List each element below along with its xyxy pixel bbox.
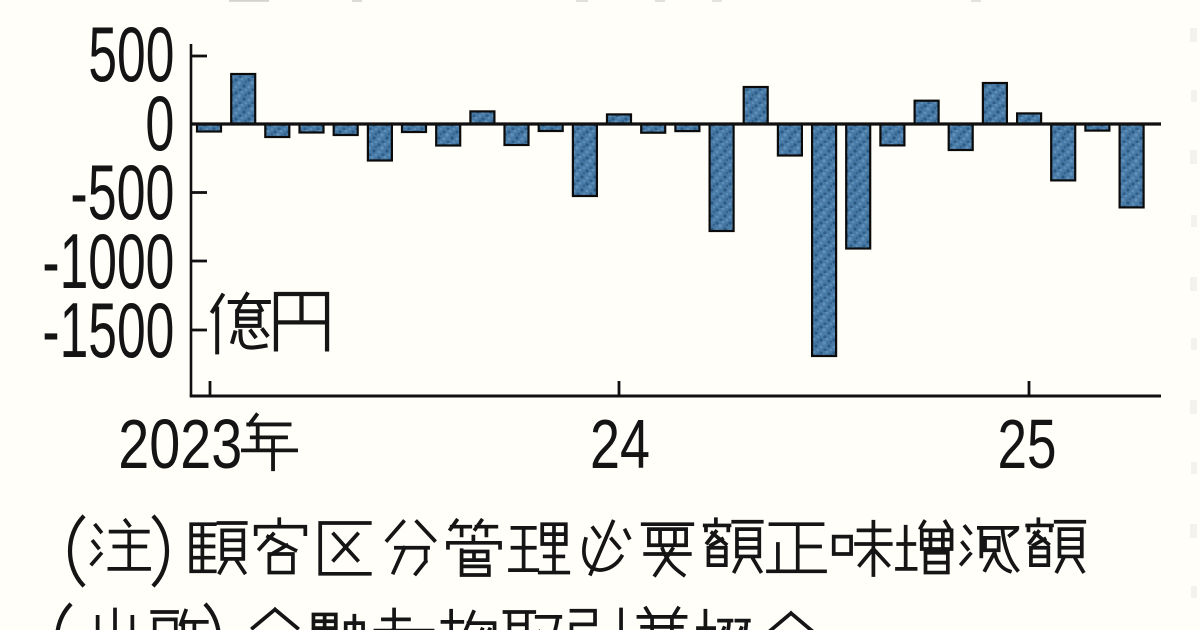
svg-text:0: 0 bbox=[145, 79, 174, 167]
svg-text:-500: -500 bbox=[70, 148, 174, 236]
svg-text:25: 25 bbox=[998, 405, 1057, 483]
svg-text:-1500: -1500 bbox=[42, 286, 174, 374]
svg-text:-1000: -1000 bbox=[42, 217, 174, 305]
svg-text:500: 500 bbox=[88, 10, 174, 98]
svg-text:24: 24 bbox=[590, 405, 650, 483]
svg-text:2023: 2023 bbox=[118, 405, 242, 483]
